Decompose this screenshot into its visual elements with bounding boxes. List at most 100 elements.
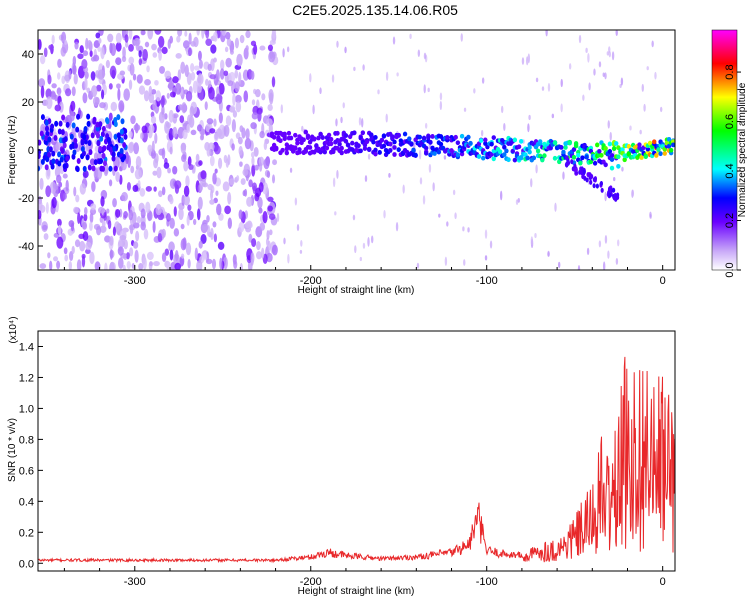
spectrogram-cell (383, 210, 386, 219)
snr-y-ticks: 0.0 0.2 0.4 0.6 0.8 1.0 1.2 1.4 (19, 341, 43, 570)
spectrogram-cell (204, 101, 208, 111)
spectrogram-cell (51, 196, 57, 209)
spectrogram-cell (283, 237, 286, 245)
spectrogram-cell (343, 138, 349, 144)
snr-y-tick-label: 1.2 (19, 372, 34, 384)
spectrogram-cell (225, 57, 232, 68)
spectrogram-cell (108, 83, 113, 90)
spectrogram-cell (38, 39, 42, 50)
spectrogram-cell (77, 212, 81, 225)
spectrogram-cell (190, 63, 195, 73)
spectrogram-cell (262, 182, 269, 195)
spectrogram-cell (443, 155, 447, 160)
spectrogram-cell (432, 182, 435, 192)
spectrogram-cell (432, 151, 437, 156)
spectrogram-cell (245, 45, 249, 52)
spectrogram-cell (658, 151, 663, 157)
spectrogram-cell (462, 226, 465, 232)
spectrogram-cell (535, 77, 539, 83)
spectrogram-cell (424, 122, 428, 129)
spectrogram-cell (73, 142, 78, 149)
snr-y-tick-label: 0.4 (19, 496, 34, 508)
spectrogram-cell (299, 249, 303, 254)
spectrogram-cell (236, 53, 243, 67)
spectrogram-cell (259, 130, 265, 139)
spectrogram-cell (617, 239, 620, 247)
spectrogram-cell (109, 261, 116, 270)
spectrogram-cell (155, 90, 162, 102)
spectrogram-cell (133, 124, 141, 131)
spectrogram-cell (251, 156, 255, 166)
spectrogram-cell (580, 155, 585, 161)
spectrogram-cell (102, 83, 106, 91)
spectrogram-cell (581, 174, 585, 180)
spectrogram-cell (140, 132, 144, 140)
spectrogram-cell (342, 102, 345, 109)
colorbar-ticks: 0.0 0.2 0.4 0.6 0.8 (724, 64, 741, 278)
spectrogram-cell (70, 100, 76, 112)
spectrogram-cell (71, 122, 76, 129)
spectrogram-cell (531, 155, 537, 161)
spectrogram-cell (169, 196, 174, 205)
spectrogram-cell (161, 147, 166, 160)
spectrogram-cell (154, 132, 158, 144)
spectrogram-cell (210, 189, 214, 200)
spectrogram-cell (654, 71, 657, 80)
spectrogram-cell (44, 125, 49, 132)
spectrogram-cell (154, 79, 159, 86)
spectrogram-cell (639, 129, 642, 135)
spectrogram-cell (251, 182, 258, 192)
spectrogram-cell (582, 169, 586, 175)
spectrogram-cell (525, 155, 530, 161)
spectrogram-cell (136, 74, 143, 84)
spectrogram-cell (282, 136, 287, 142)
spectrogram-cell (262, 211, 268, 224)
spectrogram-cell (377, 150, 382, 155)
spectrogram-cell (662, 151, 667, 156)
spectrogram-cell (74, 239, 81, 248)
spectrogram-cell (234, 37, 239, 49)
spectrogram-cell (168, 109, 174, 123)
spectrogram-cell (118, 100, 125, 113)
spectrogram-cell (256, 251, 262, 260)
spectrogram-cell (585, 47, 588, 53)
spectrogram-cell (45, 202, 49, 214)
spectrogram-cell (554, 202, 557, 212)
spectrogram-cell (597, 148, 602, 154)
spectrogram-cell (613, 193, 617, 199)
spectrogram-cell (50, 123, 55, 130)
spectrogram-cell (527, 149, 532, 155)
spectrogram-cell (157, 232, 163, 243)
spectrogram-cell (104, 262, 108, 270)
spectrogram-cell (157, 36, 165, 48)
spectrogram-cell (174, 262, 182, 270)
spectrogram-cell (248, 233, 253, 243)
spectrogram-cell (99, 225, 107, 233)
spectrogram-cell (86, 120, 91, 127)
spectrogram-cell (253, 44, 258, 55)
spectrogram-cell (400, 151, 406, 157)
spectrogram-cell (545, 30, 548, 37)
spectrogram-cell (187, 47, 192, 57)
spectrogram-cell (381, 143, 387, 149)
spectrogram-cell (224, 73, 229, 83)
spectrogram-cell (95, 32, 101, 39)
spectrogram-cell (174, 249, 179, 262)
spectrogram-cell (128, 30, 133, 40)
spectrogram-cell (117, 88, 121, 101)
spectrogram-cell (179, 115, 185, 124)
spectrogram-cell (217, 241, 225, 250)
spectrogram-cell (402, 184, 405, 194)
spectrogram-cell (169, 249, 174, 261)
spectrogram-cell (92, 118, 97, 125)
spectrogram-cell (172, 76, 179, 84)
spectrogram-cell (186, 215, 190, 226)
spectrogram-cell (218, 112, 223, 124)
spectrogram-cell (115, 41, 122, 52)
colorbar-tick-label: 0.4 (724, 163, 736, 178)
spectrogram-cell (91, 181, 96, 193)
spectrogram-cell (73, 137, 78, 144)
spectrogram-cell (250, 252, 255, 264)
spectrogram-cell (164, 113, 168, 120)
spectrogram-cell (119, 235, 127, 241)
